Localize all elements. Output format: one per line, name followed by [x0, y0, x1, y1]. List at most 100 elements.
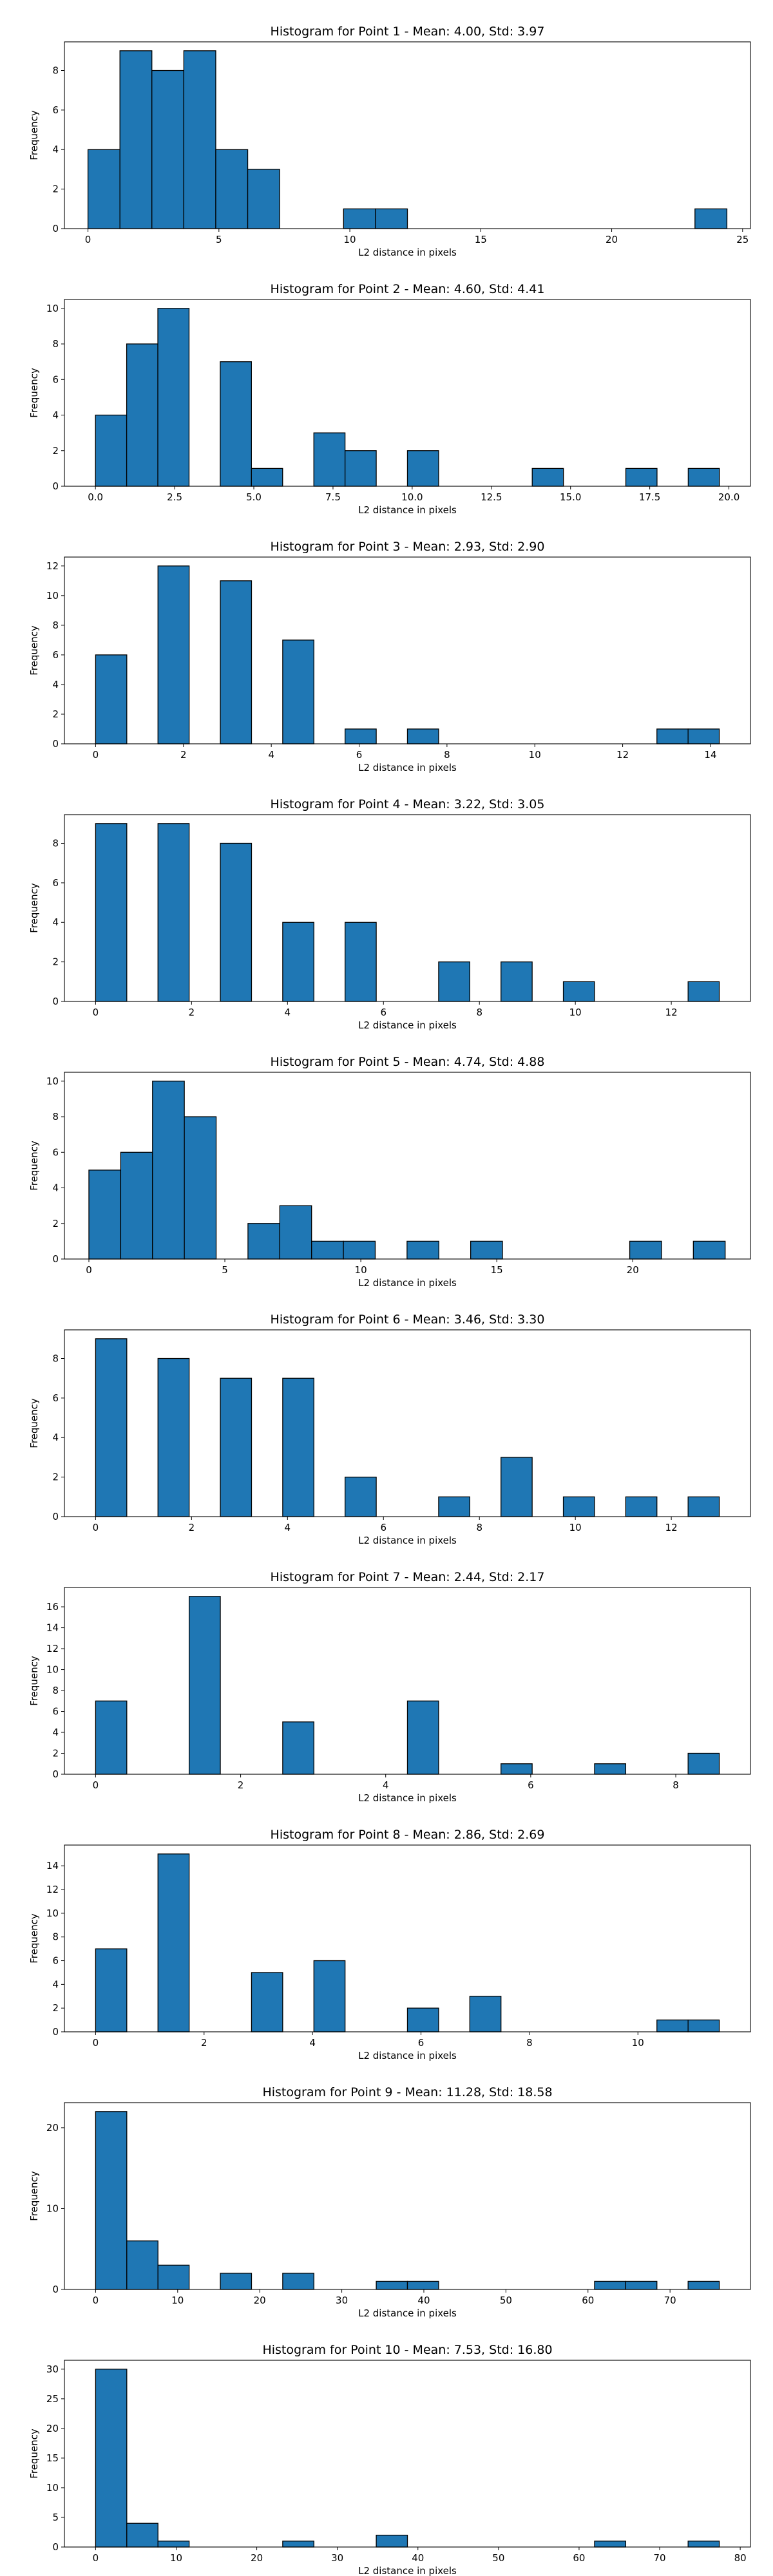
- histogram-bar: [694, 208, 728, 229]
- x-tick-label: 0: [93, 749, 99, 761]
- histogram-bar: [687, 1496, 720, 1517]
- x-tick-label: 0: [85, 234, 91, 245]
- x-tick-label: 4: [285, 1007, 291, 1018]
- x-tick-label: 0: [93, 2037, 99, 2049]
- y-tick-label: 8: [52, 338, 59, 350]
- bars: [95, 2111, 720, 2290]
- histogram-bar: [126, 2523, 158, 2548]
- plot-frame: [64, 41, 751, 229]
- x-tick-label: 6: [380, 1522, 386, 1533]
- y-tick-label: 20: [46, 2122, 59, 2134]
- x-tick-label: 2: [189, 1007, 195, 1018]
- histogram-svg: 0 10 20 30 40 50 60 70 80 0 5 10 15 20 25 30 Histogram f…: [28, 2343, 751, 2576]
- histogram-bar: [282, 2273, 314, 2290]
- y-tick-label: 6: [52, 1955, 59, 1967]
- histogram-panel: 0 2 4 6 8 10 12 0 2 4 6 8 Histogram for Point 6 - Me…: [0, 1288, 773, 1546]
- histogram-bar: [594, 2541, 627, 2548]
- histogram-bar: [469, 1996, 502, 2032]
- x-tick-label: 70: [664, 2295, 676, 2306]
- histogram-bar: [376, 2280, 408, 2290]
- histogram-bar: [95, 2369, 128, 2548]
- x-tick-label: 12: [665, 1522, 678, 1533]
- x-tick-label: 17.5: [639, 491, 660, 503]
- y-tick-label: 8: [52, 1931, 59, 1943]
- plot-frame: [64, 1072, 751, 1260]
- y-axis-label: Frequency: [28, 2429, 40, 2479]
- bars: [95, 565, 720, 744]
- x-tick-label: 15: [475, 234, 487, 245]
- histogram-bar: [687, 981, 720, 1002]
- x-tick-label: 25: [736, 234, 749, 245]
- histogram-bar: [87, 149, 120, 229]
- y-tick-label: 0: [52, 2026, 59, 2038]
- y-tick-label: 6: [52, 104, 59, 116]
- x-axis-label: L2 distance in pixels: [358, 1792, 457, 1803]
- x-tick-label: 40: [412, 2552, 424, 2564]
- x-axis-label: L2 distance in pixels: [358, 2050, 457, 2061]
- y-tick-label: 10: [46, 1075, 59, 1087]
- x-tick-label: 0: [93, 2552, 99, 2564]
- y-tick-label: 4: [52, 1727, 59, 1738]
- x-tick-label: 14: [704, 749, 716, 761]
- x-tick-label: 70: [653, 2552, 665, 2564]
- histogram-bar: [157, 1853, 190, 2032]
- histogram-bar: [531, 468, 564, 487]
- x-tick-label: 8: [476, 1522, 482, 1533]
- y-axis-label: Frequency: [28, 1398, 40, 1448]
- y-tick-label: 10: [46, 2202, 59, 2214]
- histogram-bar: [120, 1151, 153, 1260]
- x-tick-label: 6: [356, 749, 363, 761]
- y-tick-label: 4: [52, 410, 59, 421]
- histogram-panel: 0.0 2.5 5.0 7.5 10.0 12.5 15.0 17.5 20.0 0 2 4 6 8 10 H…: [0, 258, 773, 515]
- plot-frame: [64, 2102, 751, 2290]
- y-tick-label: 4: [52, 1182, 59, 1194]
- y-axis-label: Frequency: [28, 368, 40, 418]
- x-tick-label: 8: [526, 2037, 533, 2049]
- x-tick-label: 10: [171, 2295, 184, 2306]
- y-tick-label: 10: [46, 2482, 59, 2494]
- histogram-bar: [220, 2273, 253, 2290]
- x-tick-label: 10: [170, 2552, 182, 2564]
- histogram-bar: [625, 468, 658, 487]
- y-tick-label: 4: [52, 144, 59, 155]
- x-tick-label: 8: [476, 1007, 482, 1018]
- y-tick-label: 8: [52, 837, 59, 849]
- histogram-bar: [220, 842, 253, 1002]
- histogram-panel: 0 5 10 15 20 0 2 4 6 8 10 Histogram for Point 5 - M…: [0, 1030, 773, 1288]
- x-tick-label: 10: [632, 2037, 644, 2049]
- histogram-bar: [151, 70, 185, 229]
- histogram-bar: [406, 1700, 439, 1775]
- x-tick-label: 10: [569, 1007, 582, 1018]
- histogram-bar: [501, 961, 533, 1002]
- bars: [87, 50, 728, 229]
- histogram-panel: 0 2 4 6 8 10 12 14 0 2 4 6 8 10 12 Histogram for Point …: [0, 515, 773, 773]
- x-tick-label: 2.5: [167, 491, 182, 503]
- plot-frame: [64, 1329, 751, 1517]
- histogram-bar: [376, 2534, 408, 2548]
- x-tick-label: 80: [734, 2552, 747, 2564]
- histogram-bar: [562, 1496, 595, 1517]
- histogram-bar: [345, 1476, 377, 1517]
- histogram-bar: [251, 468, 283, 487]
- y-tick-label: 8: [52, 64, 59, 76]
- y-tick-label: 14: [46, 1860, 59, 1871]
- histogram-bar: [345, 728, 377, 744]
- chart-title: Histogram for Point 7 - Mean: 2.44, Std:…: [271, 1570, 545, 1584]
- y-axis-label: Frequency: [28, 1141, 40, 1191]
- histogram-bar: [282, 922, 314, 1002]
- y-tick-label: 2: [52, 708, 59, 720]
- y-tick-label: 10: [46, 303, 59, 314]
- plot-frame: [64, 299, 751, 487]
- histogram-svg: 0 10 20 30 40 50 60 70 0 10 20 Histogram for Point …: [28, 2085, 751, 2318]
- histogram-bar: [594, 2280, 627, 2290]
- y-tick-label: 2: [52, 1748, 59, 1759]
- histogram-bar: [438, 961, 470, 1002]
- x-axis-label: L2 distance in pixels: [358, 1019, 457, 1030]
- x-tick-label: 15: [491, 1264, 503, 1276]
- bars: [95, 308, 720, 487]
- histogram-bar: [119, 50, 153, 229]
- y-axis-label: Frequency: [28, 883, 40, 933]
- x-tick-label: 60: [573, 2552, 585, 2564]
- x-tick-label: 0: [93, 1522, 99, 1533]
- bars: [95, 2369, 720, 2548]
